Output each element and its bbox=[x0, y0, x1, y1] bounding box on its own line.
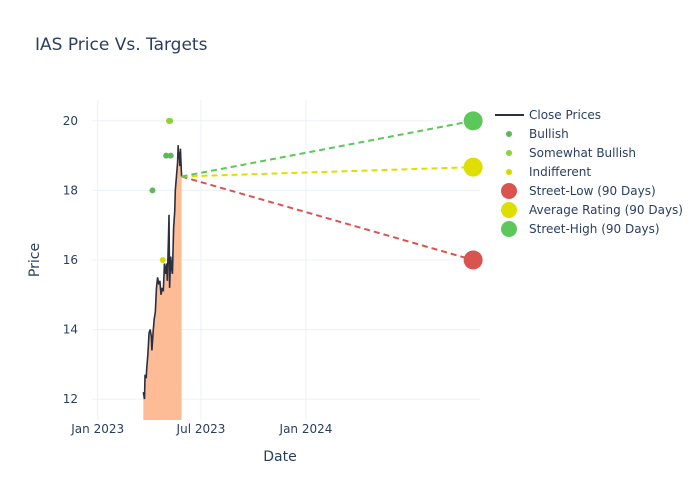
legend-item[interactable]: Bullish bbox=[506, 127, 569, 141]
legend-dot-swatch bbox=[506, 169, 512, 175]
target-line bbox=[181, 175, 474, 261]
plot-area bbox=[142, 111, 483, 420]
legend-label: Close Prices bbox=[529, 108, 601, 122]
x-axis-title: Date bbox=[263, 449, 296, 465]
legend-label: Indifferent bbox=[529, 165, 591, 179]
legend-circle-swatch bbox=[501, 183, 517, 199]
rating-marker bbox=[159, 257, 166, 263]
close-price-line bbox=[142, 145, 183, 400]
x-tick-label: Jan 2024 bbox=[279, 422, 333, 436]
target-line bbox=[181, 166, 474, 178]
legend-item[interactable]: Street-High (90 Days) bbox=[501, 221, 660, 237]
legend-circle-swatch bbox=[501, 202, 517, 218]
target-marker bbox=[463, 250, 483, 270]
rating-marker bbox=[163, 152, 170, 159]
rating-marker bbox=[167, 152, 174, 159]
legend[interactable]: Close Prices Bullish Somewhat Bullish Indif… bbox=[495, 108, 683, 237]
legend-item[interactable]: Street-Low (90 Days) bbox=[501, 183, 656, 199]
legend-item[interactable]: Indifferent bbox=[506, 165, 591, 179]
x-tick-label: Jan 2023 bbox=[70, 422, 124, 436]
legend-item[interactable]: Close Prices bbox=[495, 108, 601, 122]
legend-dot-swatch bbox=[506, 131, 512, 137]
target-marker bbox=[463, 111, 483, 131]
y-tick-label: 18 bbox=[63, 183, 78, 197]
x-tick-label: Jul 2023 bbox=[176, 422, 226, 436]
rating-marker bbox=[167, 117, 174, 124]
close-price-area bbox=[143, 145, 182, 420]
target-marker bbox=[463, 157, 483, 177]
legend-label: Bullish bbox=[529, 127, 569, 141]
legend-circle-swatch bbox=[501, 221, 517, 237]
y-tick-label: 14 bbox=[63, 323, 78, 337]
y-tick-label: 12 bbox=[63, 392, 78, 406]
chart-title: IAS Price Vs. Targets bbox=[35, 35, 208, 55]
rating-marker bbox=[149, 187, 156, 194]
legend-item[interactable]: Average Rating (90 Days) bbox=[501, 202, 683, 218]
legend-label: Street-Low (90 Days) bbox=[529, 184, 656, 198]
axis-ticks: 12 14 16 18 20 Jan 2023 Jul 2023 Jan 2024 bbox=[63, 114, 333, 436]
legend-label: Average Rating (90 Days) bbox=[529, 203, 683, 217]
y-tick-label: 20 bbox=[63, 114, 78, 128]
legend-item[interactable]: Somewhat Bullish bbox=[506, 146, 636, 160]
legend-dot-swatch bbox=[506, 150, 512, 156]
y-axis-title: Price bbox=[27, 243, 43, 277]
y-tick-label: 16 bbox=[63, 253, 78, 267]
legend-label: Street-High (90 Days) bbox=[529, 222, 660, 236]
legend-label: Somewhat Bullish bbox=[529, 146, 636, 160]
